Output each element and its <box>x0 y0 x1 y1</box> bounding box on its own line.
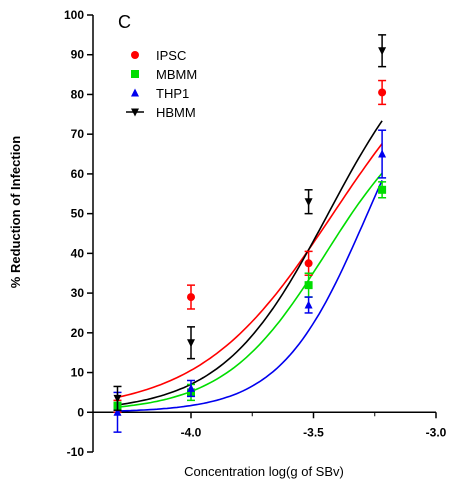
x-tick-label: -3.0 <box>426 425 447 439</box>
data-points <box>113 34 387 433</box>
y-tick-label: 30 <box>71 286 85 300</box>
data-point-mbmm <box>378 181 387 199</box>
y-tick-label: 60 <box>71 167 85 181</box>
data-point-thp1 <box>187 379 195 398</box>
axes: -10 0 10 20 30 40 50 60 70 80 90 100 -4.0 -3.5 -3.0 <box>64 8 447 459</box>
legend-label: HBMM <box>156 105 196 120</box>
legend-item-thp1: THP1 <box>131 86 189 101</box>
legend-marker <box>131 108 139 117</box>
y-tick-label: 70 <box>71 127 85 141</box>
y-tick-label: 90 <box>71 48 85 62</box>
point-marker <box>304 300 313 309</box>
point-marker <box>304 259 313 268</box>
data-point-thp1 <box>304 296 313 314</box>
point-marker <box>378 88 387 97</box>
data-point-hbmm <box>304 189 313 215</box>
data-point-ipsc <box>187 284 195 310</box>
fit-curve-ipsc <box>117 143 383 399</box>
legend-item-hbmm: HBMM <box>126 105 196 120</box>
legend: IPSC MBMM THP1 HBMM <box>126 48 197 120</box>
fit-curve-thp1 <box>117 179 383 412</box>
legend-marker <box>131 70 139 78</box>
data-point-hbmm <box>187 326 195 360</box>
point-marker <box>187 293 195 302</box>
x-tick-label: -3.5 <box>303 425 324 439</box>
legend-marker <box>131 88 139 97</box>
fit-curve-hbmm <box>117 120 383 406</box>
point-marker <box>113 407 122 416</box>
data-point-hbmm <box>378 34 387 68</box>
legend-label: THP1 <box>156 86 189 101</box>
point-marker <box>304 281 313 290</box>
y-tick-label: 100 <box>64 8 84 22</box>
data-point-hbmm <box>113 385 122 412</box>
point-marker <box>378 185 387 194</box>
fit-curve-mbmm <box>117 172 383 408</box>
y-tick-label: 40 <box>71 246 85 260</box>
point-marker <box>304 198 313 207</box>
legend-item-ipsc: IPSC <box>131 48 186 63</box>
y-axis-title: % Reduction of Infection <box>8 136 23 288</box>
point-marker <box>378 47 387 56</box>
y-tick-label: 10 <box>71 366 85 380</box>
panel-label: C <box>118 12 131 32</box>
fit-curves <box>117 120 383 412</box>
y-tick-label: 0 <box>77 405 84 419</box>
legend-label: IPSC <box>156 48 186 63</box>
legend-item-mbmm: MBMM <box>131 67 197 82</box>
legend-label: MBMM <box>156 67 197 82</box>
y-tick-label: 50 <box>71 207 85 221</box>
x-axis-title: Concentration log(g of SBv) <box>184 464 344 479</box>
point-marker <box>113 394 122 403</box>
point-marker <box>187 339 195 348</box>
point-marker <box>187 383 195 392</box>
data-point-thp1 <box>378 129 387 179</box>
y-tick-label: -10 <box>67 445 85 459</box>
legend-marker <box>131 51 139 59</box>
y-tick-label: 20 <box>71 326 85 340</box>
x-tick-label: -4.0 <box>181 425 202 439</box>
y-tick-label: 80 <box>71 87 85 101</box>
point-marker <box>378 149 387 158</box>
data-point-ipsc <box>378 79 387 106</box>
